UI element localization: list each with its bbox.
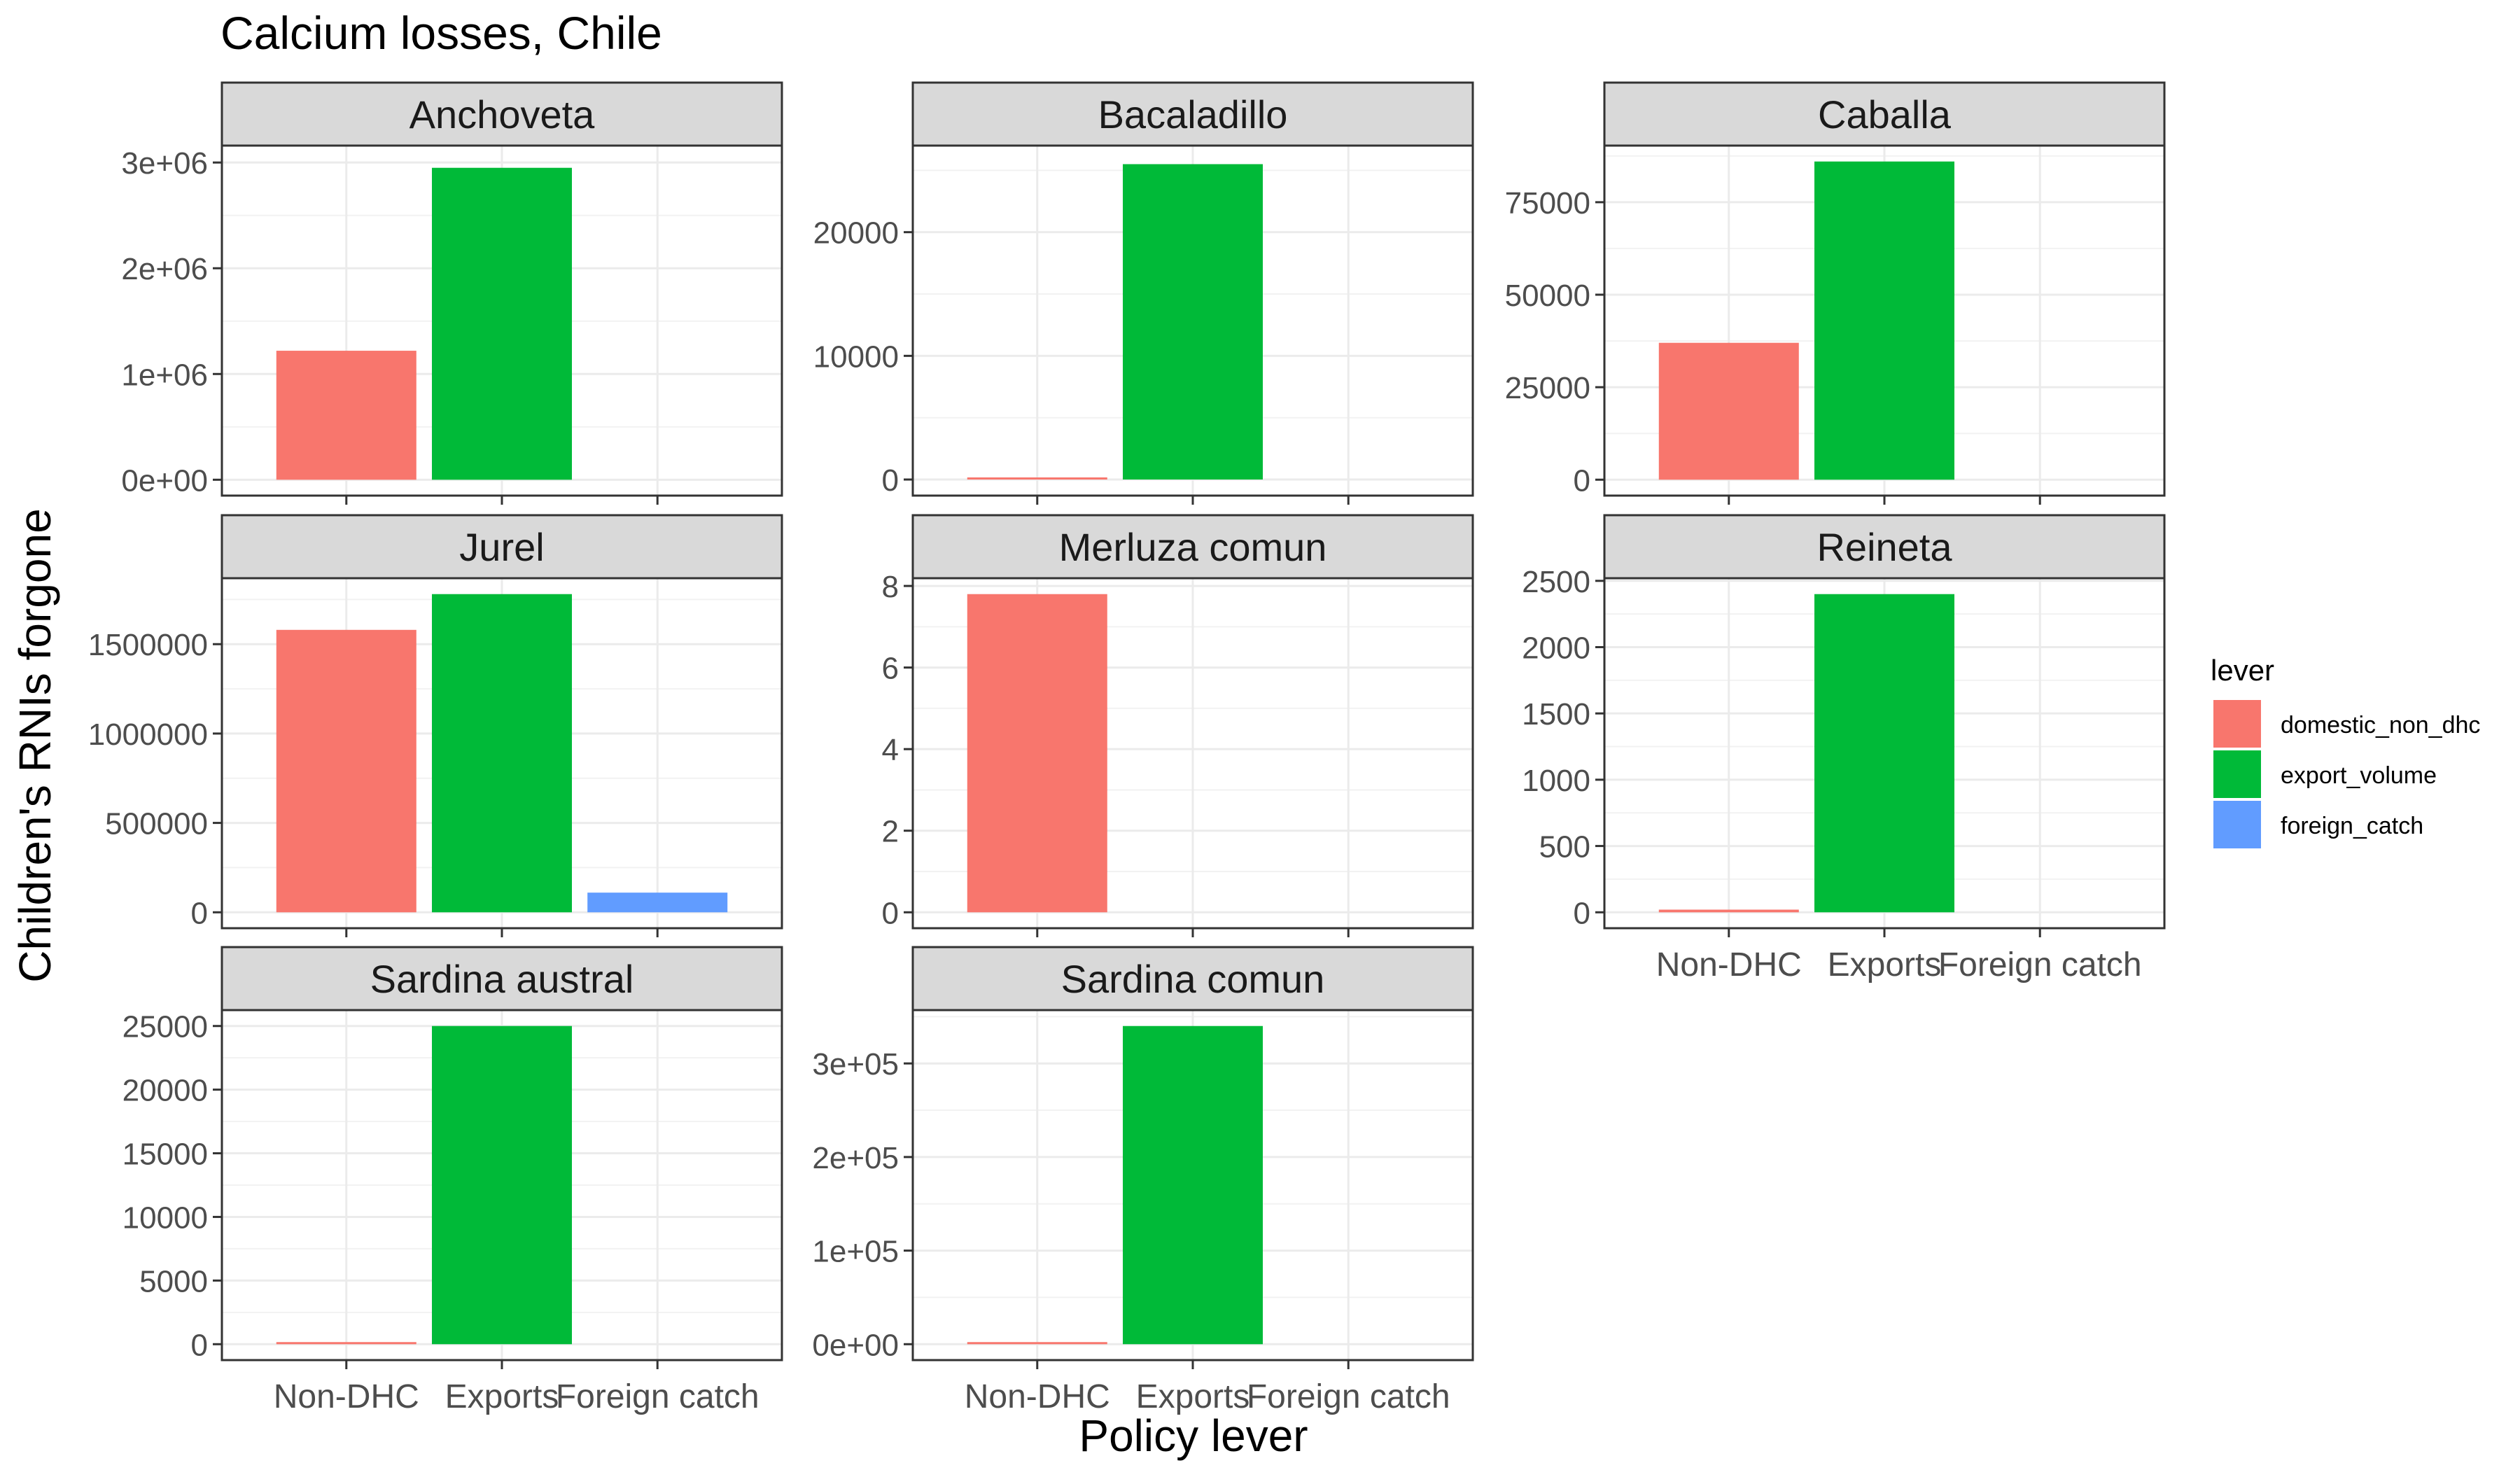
- x-tick-label: Non-DHC: [1656, 946, 1802, 983]
- facet-label: Sardina comun: [1061, 957, 1325, 1001]
- facet-label: Caballa: [1818, 92, 1952, 136]
- y-tick-label: 1e+05: [812, 1235, 899, 1269]
- y-tick-label: 0e+00: [121, 463, 208, 498]
- y-tick-label: 2e+06: [121, 252, 208, 286]
- y-tick-label: 75000: [1505, 186, 1590, 220]
- y-tick-label: 10000: [813, 340, 899, 374]
- bar-sardina-comun-exports: [1123, 1026, 1263, 1345]
- y-tick-label: 25000: [1505, 371, 1590, 405]
- y-tick-label: 3e+06: [121, 146, 208, 181]
- facet-bacaladillo: Bacaladillo 0 10000 20000: [813, 81, 1474, 505]
- bar-sardina-comun-non-dhc: [967, 1342, 1107, 1345]
- x-tick-label: Foreign catch: [1938, 946, 2142, 983]
- y-tick-label: 0: [1574, 463, 1590, 498]
- facet-panels: Anchoveta 0e+00 1e+06 2e+06 3e+06 Bacaladillo…: [88, 81, 2166, 1415]
- y-tick-label: 15000: [122, 1138, 208, 1172]
- bar-caballa-exports: [1814, 161, 1954, 480]
- bar-jurel-exports: [432, 594, 572, 913]
- y-tick-label: 2500: [1522, 565, 1590, 599]
- facet-label: Reineta: [1816, 525, 1952, 569]
- y-tick-label: 500: [1539, 830, 1590, 864]
- legend-title: lever: [2211, 654, 2274, 687]
- y-tick-label: 25000: [122, 1010, 208, 1044]
- facet-label: Bacaladillo: [1098, 92, 1288, 136]
- y-tick-label: 5000: [139, 1264, 208, 1298]
- chart-title: Calcium losses, Chile: [220, 7, 662, 59]
- x-tick-label: Exports: [1828, 946, 1942, 983]
- facet-strip: [220, 81, 783, 147]
- facet-anchoveta: Anchoveta 0e+00 1e+06 2e+06 3e+06: [121, 81, 783, 505]
- y-tick-label: 6: [882, 652, 899, 686]
- facet-reineta: Reineta 0 500 1000 1500 2000 2500 Non-DHC Export…: [1522, 514, 2166, 983]
- facet-label: Jurel: [459, 525, 544, 569]
- facet-jurel: Jurel 0 500000 1000000 1500000: [88, 514, 783, 937]
- bar-bacaladillo-non-dhc: [967, 477, 1107, 480]
- x-axis-label: Policy lever: [1079, 1410, 1308, 1461]
- bar-caballa-non-dhc: [1658, 342, 1799, 480]
- y-tick-label: 1000: [1522, 764, 1590, 798]
- legend-label: domestic_non_dhc: [2281, 712, 2480, 738]
- y-tick-label: 1e+06: [121, 358, 208, 392]
- facet-caballa: Caballa 0 25000 50000 75000: [1505, 81, 2166, 505]
- x-tick-label: Foreign catch: [556, 1378, 760, 1415]
- bar-sardina-austral-non-dhc: [276, 1342, 416, 1345]
- y-tick-label: 3e+05: [812, 1047, 899, 1082]
- facet-strip: [1603, 81, 2166, 147]
- bar-jurel-non-dhc: [276, 629, 416, 913]
- y-tick-label: 2: [882, 815, 899, 849]
- y-tick-label: 1000000: [88, 718, 208, 752]
- legend-label: foreign_catch: [2281, 813, 2423, 839]
- y-tick-label: 0: [191, 1328, 208, 1362]
- y-tick-label: 0: [191, 896, 208, 930]
- legend-label: export_volume: [2281, 762, 2437, 789]
- x-tick-label: Foreign catch: [1247, 1378, 1450, 1415]
- y-axis-label: Children's RNIs forgone: [10, 508, 60, 982]
- bar-jurel-foreign-catch: [587, 892, 728, 913]
- bar-reineta-exports: [1814, 594, 1954, 913]
- y-tick-label: 20000: [122, 1074, 208, 1108]
- facet-strip: [1603, 514, 2166, 580]
- x-tick-label: Non-DHC: [274, 1378, 419, 1415]
- y-tick-label: 1500000: [88, 628, 208, 662]
- y-tick-label: 2000: [1522, 631, 1590, 665]
- bar-anchoveta-exports: [432, 167, 572, 480]
- bar-sardina-austral-exports: [432, 1026, 572, 1345]
- y-tick-label: 50000: [1505, 279, 1590, 313]
- facet-strip: [911, 81, 1474, 147]
- bar-merluza-comun-non-dhc: [967, 594, 1107, 913]
- x-tick-label: Non-DHC: [965, 1378, 1110, 1415]
- y-tick-label: 20000: [813, 216, 899, 251]
- y-tick-label: 2e+05: [812, 1141, 899, 1175]
- y-tick-label: 4: [882, 733, 899, 767]
- facet-label: Sardina austral: [370, 957, 634, 1001]
- bar-bacaladillo-exports: [1123, 164, 1263, 480]
- x-tick-label: Exports: [445, 1378, 559, 1415]
- facet-merluza-comun: Merluza comun 0 2 4 6 8: [882, 514, 1474, 937]
- legend: lever domestic_non_dhc export_volumeforei…: [2211, 654, 2480, 848]
- facet-strip: [220, 946, 783, 1011]
- legend-key-domestic-non-dhc: [2213, 700, 2261, 748]
- facet-strip: [220, 514, 783, 580]
- y-tick-label: 8: [882, 570, 899, 604]
- y-tick-label: 0: [1574, 896, 1590, 930]
- y-tick-label: 500000: [105, 807, 208, 841]
- y-tick-label: 0e+00: [812, 1328, 899, 1362]
- y-tick-label: 1500: [1522, 697, 1590, 732]
- legend-key-foreign-catch: [2213, 801, 2261, 848]
- bar-anchoveta-non-dhc: [276, 351, 416, 480]
- facet-sardina-comun: Sardina comun 0e+00 1e+05 2e+05 3e+05 Non-DHC…: [812, 946, 1474, 1415]
- facet-label: Merluza comun: [1059, 525, 1327, 569]
- facet-label: Anchoveta: [410, 92, 595, 136]
- y-tick-label: 10000: [122, 1200, 208, 1235]
- x-tick-label: Exports: [1136, 1378, 1250, 1415]
- bar-reineta-non-dhc: [1658, 909, 1799, 913]
- y-tick-label: 0: [882, 896, 899, 930]
- facet-sardina-austral: Sardina austral 0 5000 10000 15000 20000 25000…: [122, 946, 783, 1415]
- y-tick-label: 0: [882, 463, 899, 498]
- legend-key-export-volume: [2213, 750, 2261, 798]
